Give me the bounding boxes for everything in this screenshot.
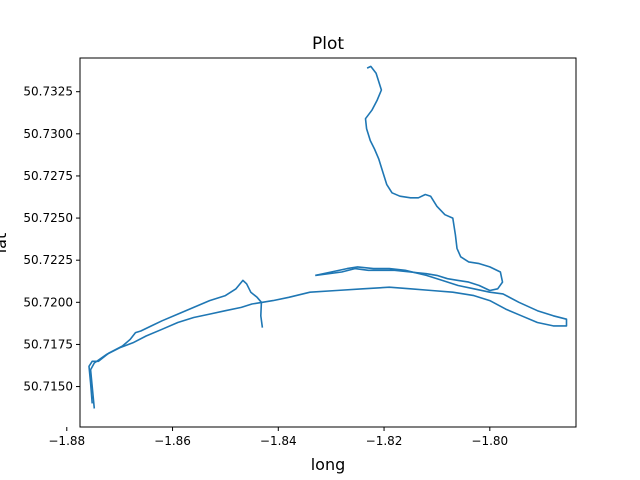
chart-title: Plot <box>312 34 344 54</box>
y-tick-label: 50.7225 <box>23 253 73 267</box>
y-tick-label: 50.7300 <box>23 127 73 141</box>
axes-frame <box>79 57 577 428</box>
x-tick-label: −1.86 <box>154 434 191 448</box>
y-axis: 50.7150 50.7175 50.7200 50.7225 50.7250 50.72… <box>23 85 80 394</box>
y-tick-label: 50.7150 <box>23 380 73 394</box>
x-axis: −1.88 −1.86 −1.84 −1.82 −1.80 <box>48 427 508 448</box>
y-tick-label: 50.7325 <box>23 85 73 99</box>
y-tick-label: 50.7175 <box>23 337 73 351</box>
x-tick-label: −1.80 <box>471 434 508 448</box>
y-tick-label: 50.7275 <box>23 169 73 183</box>
y-axis-label: lat <box>0 233 10 254</box>
track-line-1 <box>315 65 504 292</box>
x-tick-label: −1.88 <box>48 434 85 448</box>
x-tick-label: −1.82 <box>366 434 403 448</box>
x-axis-label: long <box>311 455 346 474</box>
track-line-3 <box>88 279 264 404</box>
y-tick-label: 50.7200 <box>23 295 73 309</box>
x-tick-label: −1.84 <box>260 434 297 448</box>
series-group <box>88 65 568 409</box>
y-tick-label: 50.7250 <box>23 211 73 225</box>
track-line-2 <box>89 266 568 409</box>
